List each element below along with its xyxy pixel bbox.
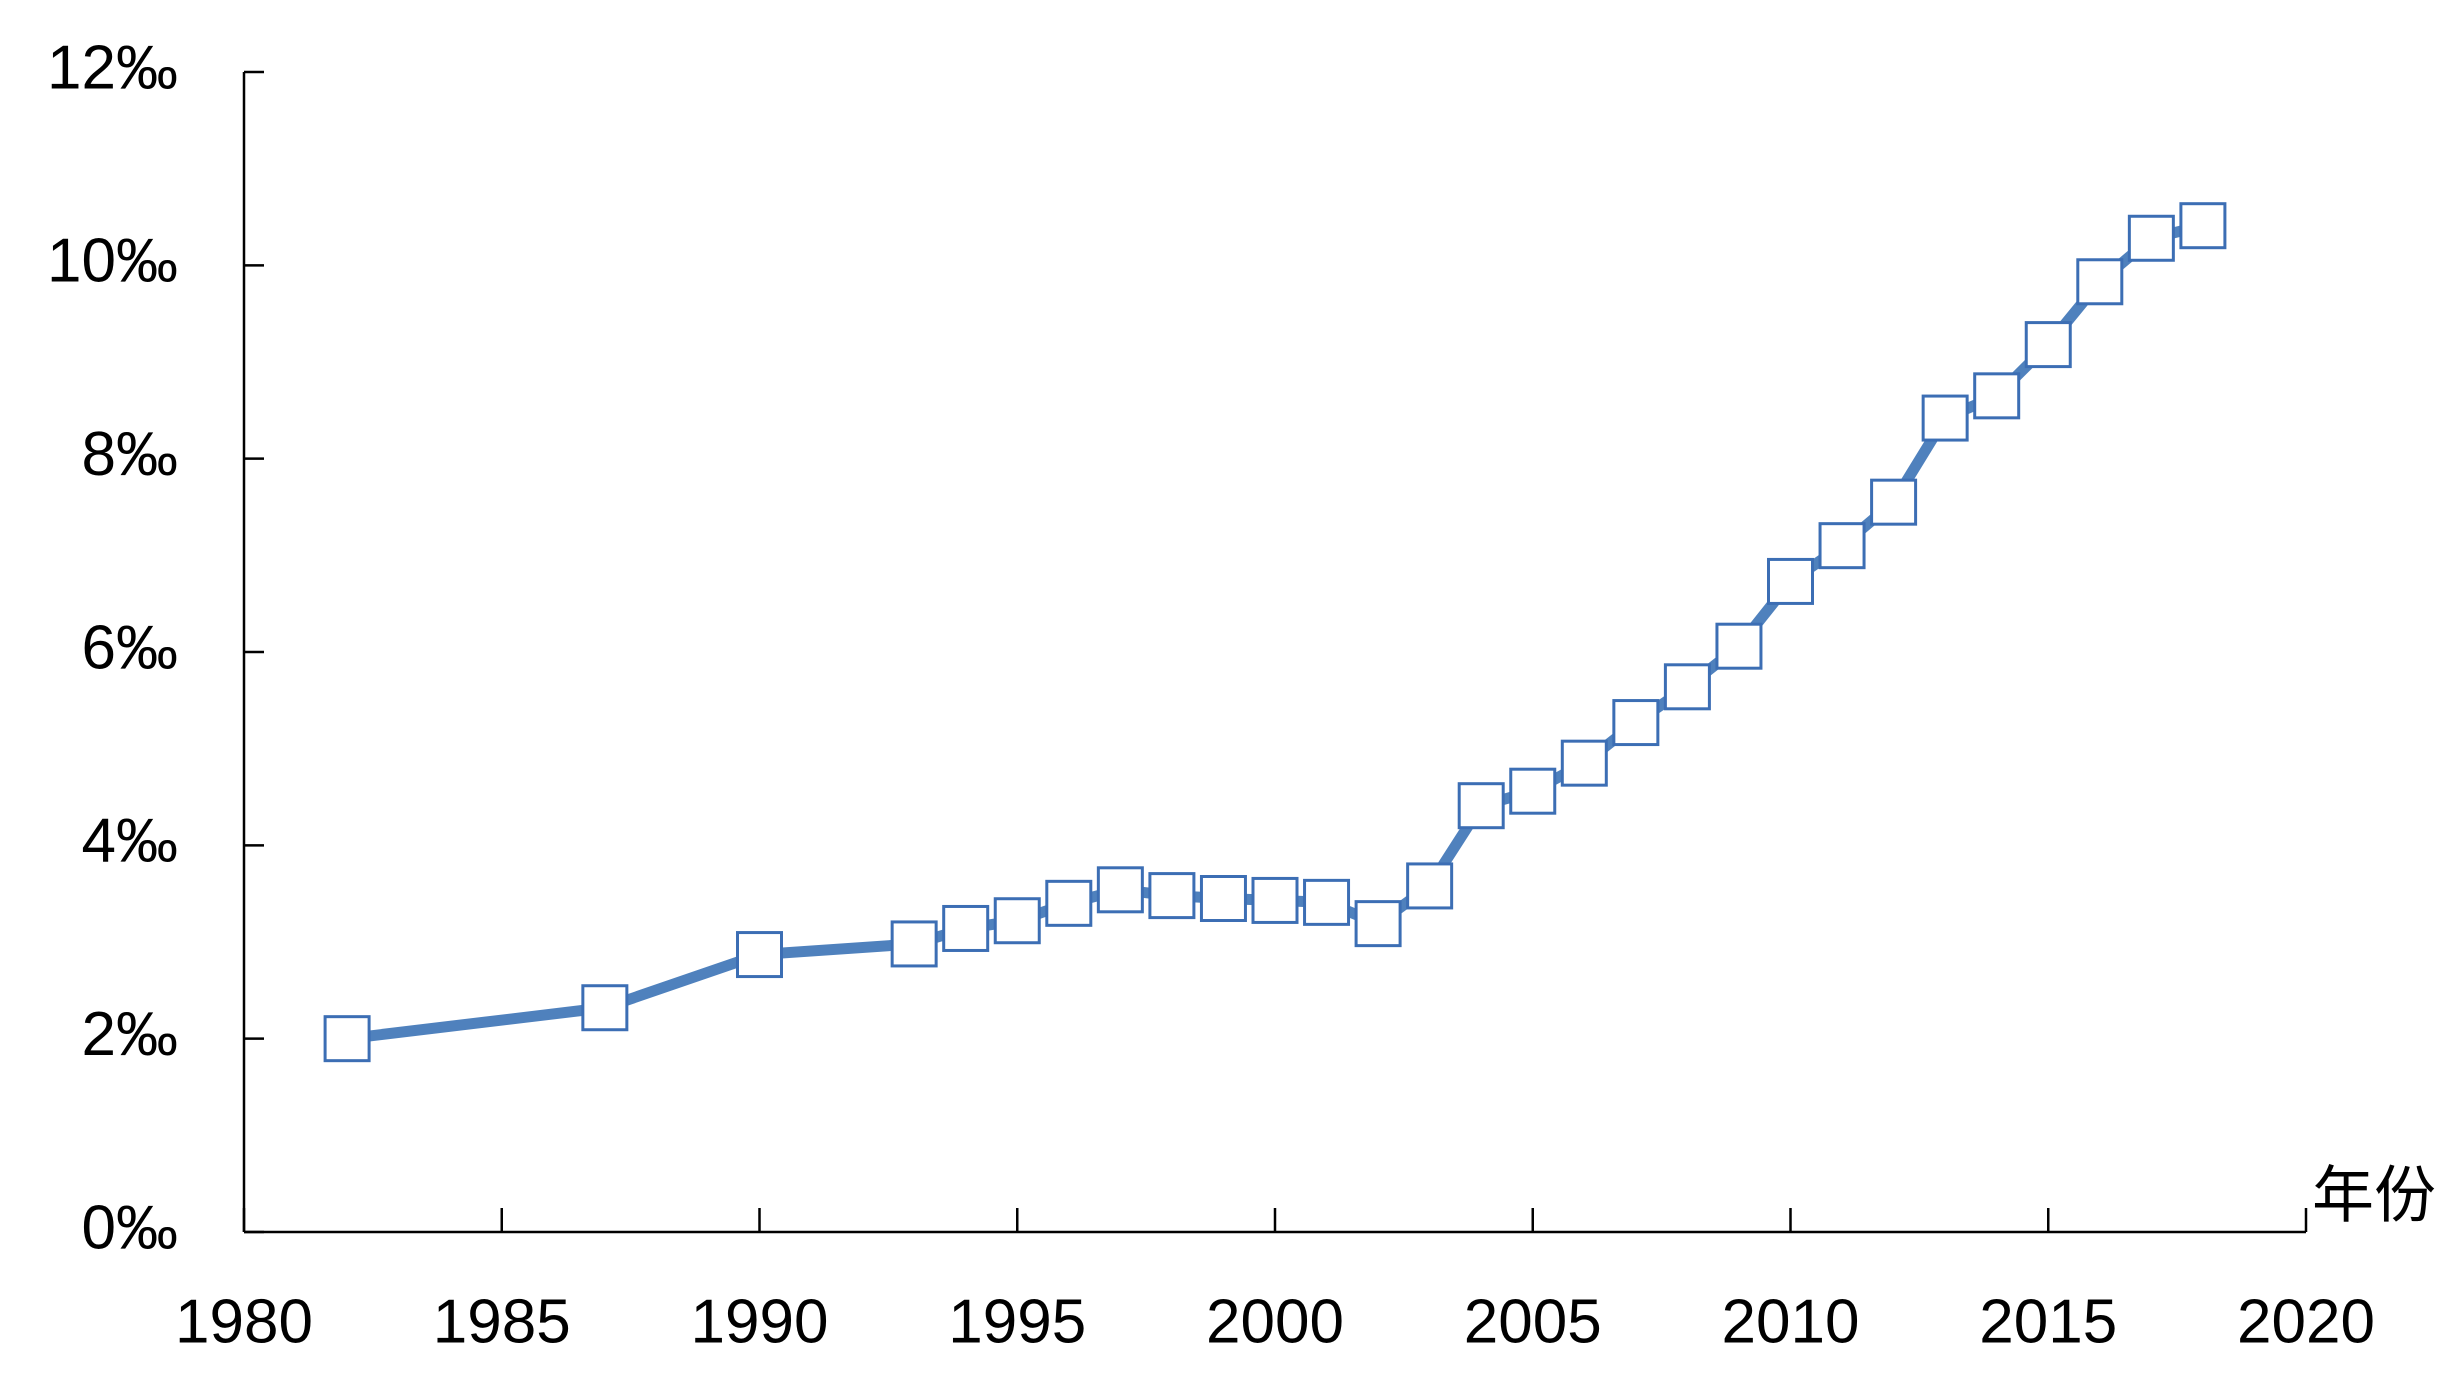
- marker: [2179, 202, 2227, 250]
- marker: [1663, 663, 1711, 711]
- y-tick-label: 0‰: [82, 1193, 178, 1262]
- x-axis-label: 年份: [2312, 1161, 2436, 1230]
- marker: [1457, 782, 1505, 830]
- marker: [2024, 321, 2072, 369]
- y-tick-label: 12‰: [47, 33, 178, 102]
- marker: [1354, 900, 1402, 948]
- x-tick-label: 2015: [1979, 1287, 2117, 1356]
- marker: [1560, 739, 1608, 787]
- marker: [2127, 214, 2175, 262]
- marker: [1303, 878, 1351, 926]
- marker: [1148, 872, 1196, 920]
- marker: [1199, 875, 1247, 922]
- marker: [1767, 557, 1814, 605]
- x-tick-label: 2005: [1464, 1287, 1602, 1356]
- marker: [1921, 394, 1969, 442]
- x-tick-label: 1980: [175, 1287, 313, 1356]
- marker: [890, 920, 938, 968]
- marker: [993, 897, 1041, 945]
- x-tick-label: 1985: [433, 1287, 571, 1356]
- x-tick-label: 2020: [2237, 1287, 2375, 1356]
- marker: [1406, 862, 1454, 910]
- marker: [1612, 699, 1660, 747]
- y-tick-label: 2‰: [82, 1000, 178, 1069]
- marker: [1251, 876, 1299, 924]
- marker: [1715, 622, 1763, 670]
- marker: [1818, 522, 1866, 570]
- marker: [942, 904, 990, 952]
- marker: [2076, 258, 2124, 306]
- x-tick-label: 1995: [948, 1287, 1086, 1356]
- marker: [581, 984, 629, 1032]
- marker: [1045, 879, 1093, 927]
- marker: [1096, 866, 1144, 914]
- marker: [1973, 372, 2021, 420]
- y-tick-label: 10‰: [47, 227, 178, 296]
- x-tick-label: 2000: [1206, 1287, 1344, 1356]
- y-tick-label: 6‰: [82, 613, 178, 682]
- marker: [736, 931, 783, 979]
- x-tick-label: 1990: [691, 1287, 829, 1356]
- y-tick-label: 8‰: [82, 420, 178, 489]
- x-tick-label: 2010: [1722, 1287, 1860, 1356]
- marker: [323, 1015, 371, 1063]
- marker: [1870, 478, 1918, 526]
- marker: [1509, 767, 1557, 815]
- y-tick-label: 4‰: [82, 807, 178, 876]
